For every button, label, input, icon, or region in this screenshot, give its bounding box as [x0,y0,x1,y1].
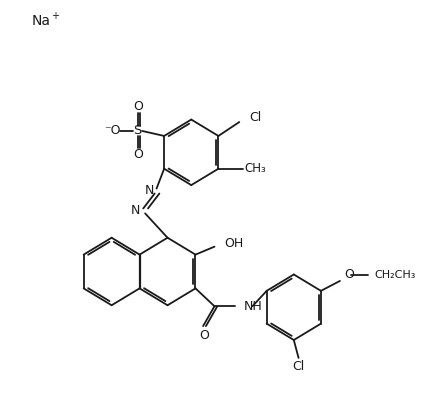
Text: CH₃: CH₃ [244,162,266,175]
Text: +: + [51,11,59,21]
Text: N: N [144,184,154,197]
Text: O: O [134,148,143,161]
Text: Cl: Cl [250,111,262,123]
Text: Cl: Cl [292,360,305,373]
Text: O: O [134,100,143,113]
Text: CH₂CH₃: CH₂CH₃ [374,270,416,280]
Text: NH: NH [244,300,262,313]
Text: O: O [199,328,209,341]
Text: Na: Na [32,14,51,28]
Text: N: N [131,204,141,217]
Text: ⁻O: ⁻O [105,125,121,137]
Text: S: S [133,125,142,137]
Text: OH: OH [224,237,243,250]
Text: O: O [345,269,354,281]
